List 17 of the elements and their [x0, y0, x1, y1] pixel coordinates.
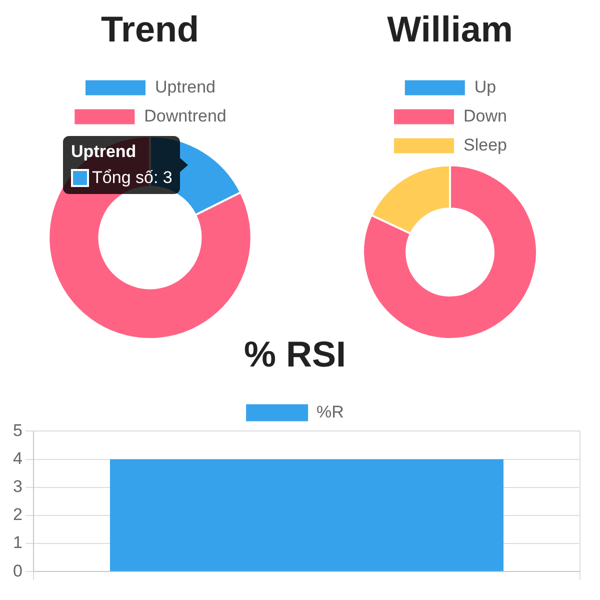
legend-label: %R — [316, 402, 344, 422]
y-tick-label: 3 — [12, 477, 22, 496]
legend-label: Up — [474, 77, 496, 96]
chart-title: William — [387, 8, 513, 50]
slice-label: Uptrend — [71, 142, 138, 162]
chart-title: % RSI — [244, 334, 346, 375]
y-tick-label: 0 — [12, 561, 22, 580]
chart-title: Trend — [100, 8, 200, 50]
y-tick-label: 2 — [12, 505, 22, 524]
y-tick-label: 5 — [12, 420, 22, 440]
y-tick-label: 1 — [12, 533, 22, 552]
legend-label: Downtrend — [144, 106, 226, 126]
legend-label: Sleep — [464, 135, 507, 154]
legend-label: Uptrend — [155, 77, 216, 96]
y-tick-label: 4 — [12, 448, 22, 468]
data-label: Tổng số: 3 — [92, 168, 172, 188]
legend-label: Down — [464, 106, 507, 126]
